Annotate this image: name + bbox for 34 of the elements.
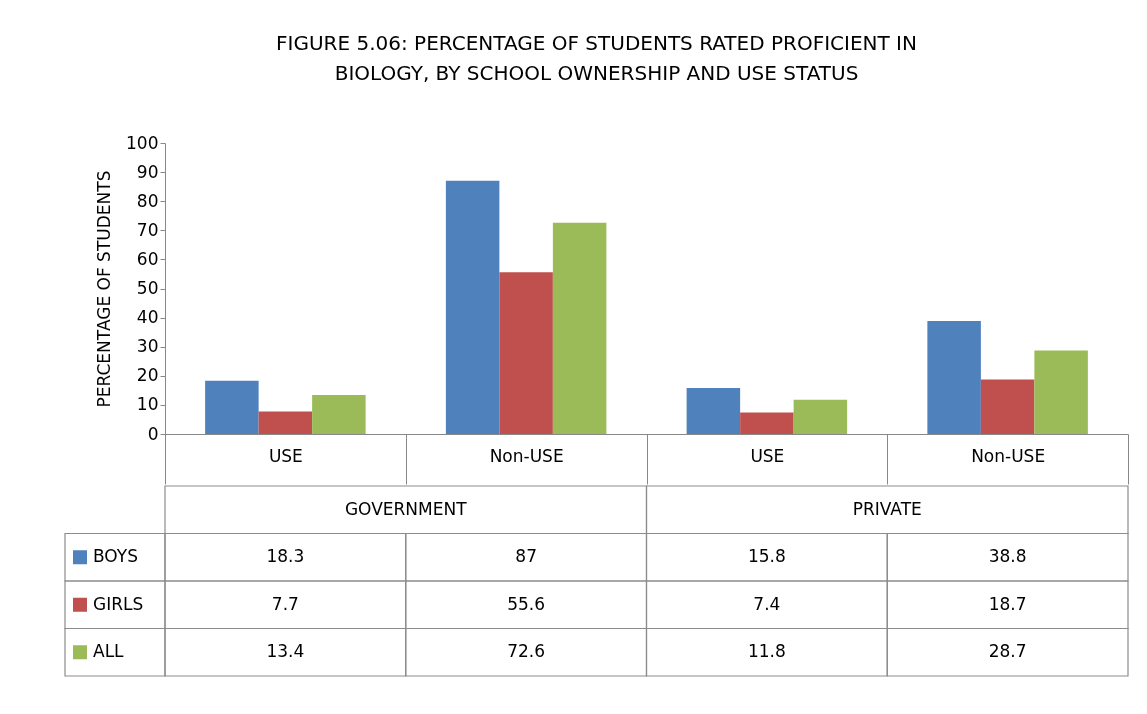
data-label: 18.7 bbox=[988, 593, 1027, 614]
x-tick-label: USE bbox=[750, 445, 785, 466]
y-tick-label: 60 bbox=[136, 248, 159, 269]
data-label: 38.8 bbox=[988, 546, 1027, 567]
legend-label: GIRLS bbox=[93, 593, 144, 614]
y-tick-label: 40 bbox=[136, 307, 159, 328]
legend-label: BOYS bbox=[93, 546, 138, 567]
x-tick-label: USE bbox=[268, 445, 303, 466]
data-label: 18.3 bbox=[266, 546, 305, 567]
y-tick-label: 30 bbox=[136, 336, 159, 357]
chart-title: FIGURE 5.06: PERCENTAGE OF STUDENTS RATED PROFICIENT IN BIOLOGY, BY SCHOOL OWNERSHIP AND USE STATUS bbox=[276, 31, 917, 85]
y-tick-label: 0 bbox=[147, 423, 159, 444]
data-label: 87 bbox=[515, 546, 537, 567]
y-tick-label: 90 bbox=[136, 161, 159, 182]
y-axis-title: PERCENTAGE OF STUDENTS bbox=[94, 170, 115, 408]
data-label: 11.8 bbox=[747, 641, 786, 662]
x-tick-label: Non-USE bbox=[489, 445, 564, 466]
data-label: 55.6 bbox=[507, 593, 546, 614]
data-label: 28.7 bbox=[988, 641, 1027, 662]
legend-label: ALL bbox=[93, 641, 125, 662]
data-label: 7.4 bbox=[753, 593, 781, 614]
data-label: 15.8 bbox=[747, 546, 786, 567]
text: GOVERNMENT bbox=[344, 498, 468, 519]
y-tick-label: 50 bbox=[136, 278, 159, 298]
text: PRIVATE bbox=[852, 498, 922, 519]
y-tick-label: 100 bbox=[126, 132, 159, 153]
data-label: 13.4 bbox=[266, 641, 305, 662]
data-label: 72.6 bbox=[507, 641, 546, 662]
y-tick-label: 10 bbox=[136, 394, 159, 415]
data-label: 7.7 bbox=[271, 593, 299, 614]
x-tick-label: Non-USE bbox=[971, 445, 1046, 466]
y-tick-label: 70 bbox=[136, 219, 159, 240]
y-tick-label: 20 bbox=[136, 365, 159, 386]
y-tick-label: 80 bbox=[136, 190, 159, 211]
